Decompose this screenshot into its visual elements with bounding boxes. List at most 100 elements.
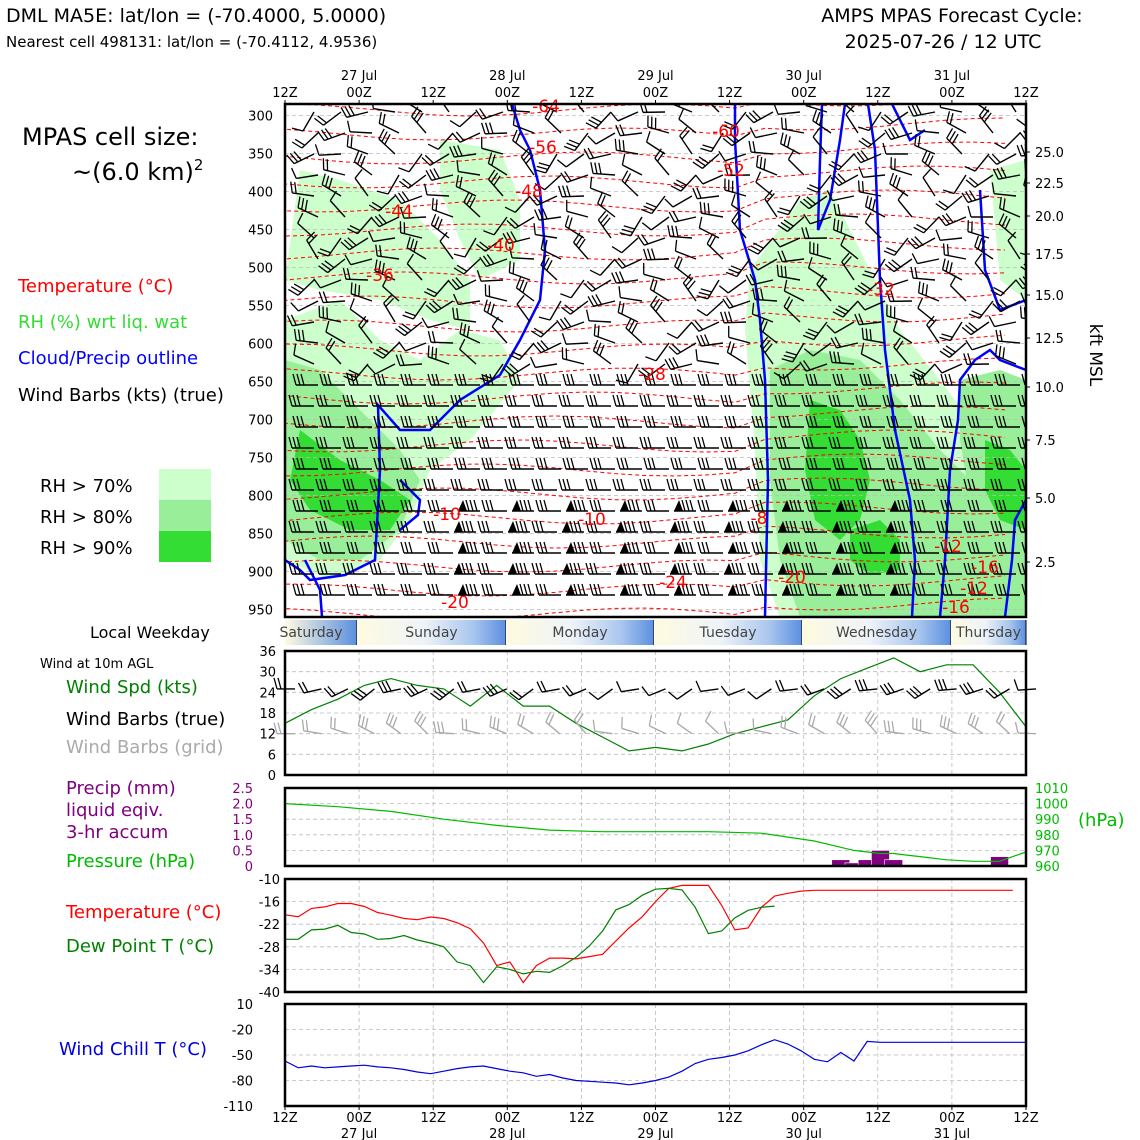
wind-barb	[909, 394, 935, 407]
pressure-y-tick: 970	[1035, 844, 1060, 859]
barb-feather	[651, 116, 653, 129]
barb-feather	[701, 415, 706, 428]
barb-feather	[419, 716, 427, 727]
barb-feather	[934, 363, 943, 374]
wind-barb	[566, 499, 588, 512]
barb-feather	[703, 202, 706, 214]
barb-feather	[369, 478, 374, 491]
forecast-cycle-date: 2025-07-26 / 12 UTC	[845, 31, 1042, 53]
wind-barb	[458, 583, 480, 596]
barb-feather	[615, 124, 621, 136]
barb-feather	[627, 541, 632, 554]
barb-feather	[434, 216, 440, 228]
temperature-contour	[285, 405, 1006, 429]
barb-feather	[535, 478, 540, 491]
barb-feather	[358, 285, 361, 297]
barb-feather	[481, 562, 486, 575]
legend-precip-2: liquid eqiv.	[66, 800, 163, 821]
surface-grid-barb	[357, 714, 375, 735]
barb-feather	[917, 457, 922, 470]
barb-feather	[845, 105, 855, 115]
barb-feather	[319, 499, 324, 512]
barb-feather	[895, 177, 901, 189]
barb-feather	[382, 113, 386, 126]
wind-barb	[722, 297, 751, 309]
barb-feather	[803, 213, 811, 225]
barb-feather	[755, 562, 760, 575]
wind-barb	[990, 279, 1017, 297]
barb-feather	[564, 215, 570, 227]
barb-staff	[405, 342, 427, 352]
barb-feather	[465, 583, 470, 596]
barb-staff	[565, 342, 589, 345]
wind-barb	[730, 193, 751, 218]
barb-feather	[488, 169, 496, 180]
barb-staff	[917, 258, 940, 265]
surface-wind-barb	[934, 678, 957, 692]
barb-feather	[586, 280, 597, 290]
barb-feather	[965, 324, 975, 333]
barb-feather	[319, 457, 324, 470]
wind-barb	[585, 436, 611, 449]
barb-feather	[828, 478, 833, 491]
barb-feather	[971, 583, 976, 596]
barb-feather	[936, 520, 941, 533]
barb-feather	[777, 210, 789, 216]
wind-barb	[292, 457, 318, 470]
legend-wind-barbs-true: Wind Barbs (true)	[66, 709, 225, 730]
barb-feather	[277, 677, 282, 690]
barb-feather	[481, 136, 483, 149]
wind-barb	[922, 168, 936, 197]
barb-feather	[635, 583, 640, 596]
barb-feather	[647, 415, 652, 428]
barb-flag	[782, 584, 791, 595]
wind-barb	[841, 252, 855, 281]
barb-feather	[543, 583, 548, 596]
wind-barb	[402, 104, 423, 113]
barb-feather	[805, 499, 810, 512]
barb-feather	[999, 299, 1009, 309]
barb-flag	[512, 542, 521, 553]
barb-feather	[733, 214, 742, 225]
barb-feather	[456, 264, 468, 272]
barb-feather	[490, 172, 499, 183]
barb-feather	[373, 499, 378, 512]
barb-feather	[643, 104, 648, 113]
barb-feather	[476, 270, 482, 282]
barb-feather	[485, 478, 490, 491]
top-time-tick: 00Z	[939, 86, 965, 101]
barb-feather	[547, 110, 555, 121]
pressure-y-tick: 990	[1035, 813, 1060, 828]
wind-barb	[940, 499, 966, 512]
barb-staff	[868, 111, 882, 131]
barb-feather	[350, 436, 355, 449]
barb-feather	[531, 394, 536, 407]
barb-feather	[346, 520, 351, 533]
forecast-cycle-title: AMPS MPAS Forecast Cycle:	[821, 5, 1082, 27]
barb-feather	[890, 290, 895, 302]
temperature-contour-label: -12	[934, 537, 962, 557]
barb-feather	[619, 232, 631, 237]
barb-feather	[529, 196, 538, 206]
barb-staff	[676, 688, 693, 700]
barb-feather	[762, 340, 771, 350]
barb-feather	[759, 373, 764, 386]
wind-barb	[777, 250, 805, 263]
barb-staff	[621, 180, 639, 197]
barb-feather	[891, 127, 900, 138]
barb-staff	[809, 216, 832, 225]
barb-feather	[423, 394, 428, 407]
barb-feather	[515, 276, 522, 289]
barb-feather	[296, 478, 301, 491]
barb-feather	[473, 499, 478, 512]
barb-feather	[793, 520, 798, 533]
barb-feather	[456, 160, 459, 172]
barb-feather	[1021, 541, 1026, 554]
wind-barb	[759, 318, 778, 344]
barb-feather	[994, 541, 999, 554]
barb-feather	[296, 499, 301, 512]
wind-barb	[886, 562, 908, 575]
barb-feather	[377, 499, 382, 512]
barb-staff	[540, 321, 558, 338]
wind-barb	[679, 126, 693, 155]
